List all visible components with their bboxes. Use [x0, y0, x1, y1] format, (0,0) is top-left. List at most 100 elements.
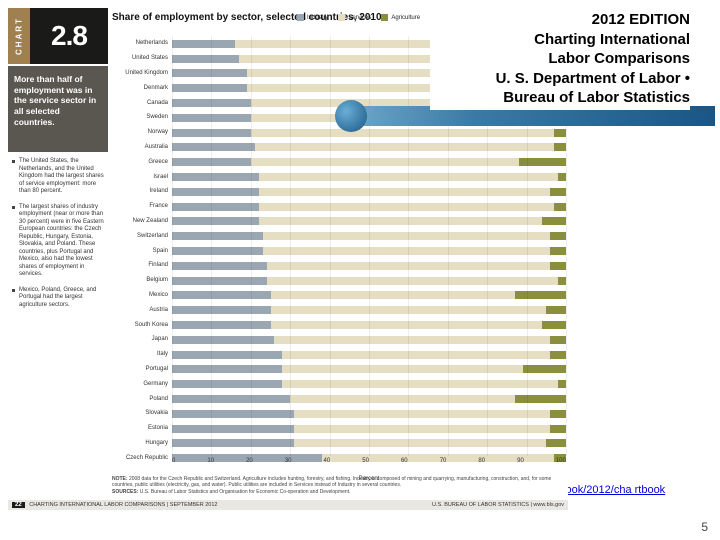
country-label: South Korea: [112, 322, 172, 328]
title-line-1: 2012 EDITION: [430, 10, 690, 30]
country-row: Poland: [112, 391, 566, 406]
slide-title: 2012 EDITION Charting International Labo…: [430, 8, 690, 110]
bar-segment-agriculture: [550, 425, 566, 433]
country-row: Slovakia: [112, 406, 566, 421]
country-label: Denmark: [112, 85, 172, 91]
bar-segment-industry: [172, 291, 271, 299]
title-line-2: Charting International: [430, 30, 690, 50]
bar-segment-services: [255, 143, 554, 151]
bar-segment-industry: [172, 40, 235, 48]
bar-track: [172, 187, 566, 196]
bar-segment-industry: [172, 351, 282, 359]
country-label: Switzerland: [112, 233, 172, 239]
bar-segment-industry: [172, 69, 247, 77]
country-label: Ireland: [112, 188, 172, 194]
bar-segment-agriculture: [546, 306, 566, 314]
country-label: Spain: [112, 248, 172, 254]
bar-segment-services: [271, 321, 543, 329]
country-row: Israel: [112, 169, 566, 184]
axis-tick: 30: [285, 458, 292, 472]
bar-segment-services: [251, 158, 519, 166]
bar-track: [172, 364, 566, 373]
axis-tick: 100: [556, 458, 566, 472]
badge-number: 2.8: [30, 8, 108, 64]
bar-segment-agriculture: [546, 439, 566, 447]
legend-swatch: [381, 14, 388, 21]
legend-item: Industry: [297, 14, 328, 21]
country-row: South Korea: [112, 317, 566, 332]
country-label: Finland: [112, 262, 172, 268]
legend-item: Services: [338, 14, 371, 21]
bar-segment-industry: [172, 99, 251, 107]
bar-track: [172, 350, 566, 359]
country-label: Canada: [112, 100, 172, 106]
bar-segment-services: [251, 129, 554, 137]
country-label: Mexico: [112, 292, 172, 298]
bar-segment-agriculture: [558, 277, 566, 285]
sources-text: U.S. Bureau of Labor Statistics and Orga…: [140, 489, 351, 495]
sources-label: SOURCES:: [112, 489, 138, 495]
country-label: Sweden: [112, 114, 172, 120]
country-row: Ireland: [112, 184, 566, 199]
bar-track: [172, 424, 566, 433]
bar-track: [172, 320, 566, 329]
country-label: Norway: [112, 129, 172, 135]
bar-segment-industry: [172, 143, 255, 151]
bar-segment-agriculture: [515, 395, 566, 403]
bar-track: [172, 202, 566, 211]
bar-segment-industry: [172, 262, 267, 270]
country-label: New Zealand: [112, 218, 172, 224]
bar-track: [172, 157, 566, 166]
bar-segment-industry: [172, 55, 239, 63]
bar-segment-industry: [172, 321, 271, 329]
bar-segment-agriculture: [554, 129, 566, 137]
bar-segment-industry: [172, 173, 259, 181]
chart-notes: NOTE: 2008 data for the Czech Republic a…: [112, 476, 568, 496]
axis-tick: 60: [401, 458, 408, 472]
bar-segment-services: [263, 232, 551, 240]
country-row: Switzerland: [112, 228, 566, 243]
bullet-item: The United States, the Netherlands, and …: [12, 158, 104, 196]
legend-swatch: [338, 14, 345, 21]
country-label: Hungary: [112, 440, 172, 446]
bar-segment-industry: [172, 114, 251, 122]
bar-segment-agriculture: [515, 291, 566, 299]
bar-segment-agriculture: [542, 217, 566, 225]
country-row: Mexico: [112, 288, 566, 303]
bar-track: [172, 379, 566, 388]
chart-legend: Industry Services Agriculture: [297, 14, 420, 21]
bar-segment-industry: [172, 410, 294, 418]
bar-segment-services: [274, 336, 550, 344]
country-label: Italy: [112, 351, 172, 357]
bar-segment-agriculture: [550, 336, 566, 344]
country-row: Finland: [112, 258, 566, 273]
country-row: Italy: [112, 347, 566, 362]
chart-callout: More than half of employment was in the …: [8, 66, 108, 152]
country-label: Estonia: [112, 425, 172, 431]
bar-track: [172, 276, 566, 285]
country-label: France: [112, 203, 172, 209]
country-row: Australia: [112, 140, 566, 155]
axis-tick: 10: [207, 458, 214, 472]
bar-segment-services: [267, 262, 551, 270]
bar-track: [172, 438, 566, 447]
bar-segment-industry: [172, 439, 294, 447]
bar-segment-industry: [172, 380, 282, 388]
bar-segment-agriculture: [519, 158, 566, 166]
country-row: Japan: [112, 332, 566, 347]
bar-segment-agriculture: [558, 380, 566, 388]
bar-segment-industry: [172, 247, 263, 255]
country-label: Germany: [112, 381, 172, 387]
bar-track: [172, 142, 566, 151]
country-row: Greece: [112, 154, 566, 169]
bullet-item: The largest shares of industry employmen…: [12, 204, 104, 279]
bar-segment-industry: [172, 188, 259, 196]
note-text: 2008 data for the Czech Republic and Swi…: [112, 476, 551, 488]
axis-tick: 90: [517, 458, 524, 472]
legend-label: Agriculture: [391, 15, 420, 21]
bar-segment-services: [282, 380, 558, 388]
bar-segment-agriculture: [550, 247, 566, 255]
bar-segment-services: [294, 439, 546, 447]
bar-segment-agriculture: [558, 173, 566, 181]
bar-segment-industry: [172, 84, 247, 92]
